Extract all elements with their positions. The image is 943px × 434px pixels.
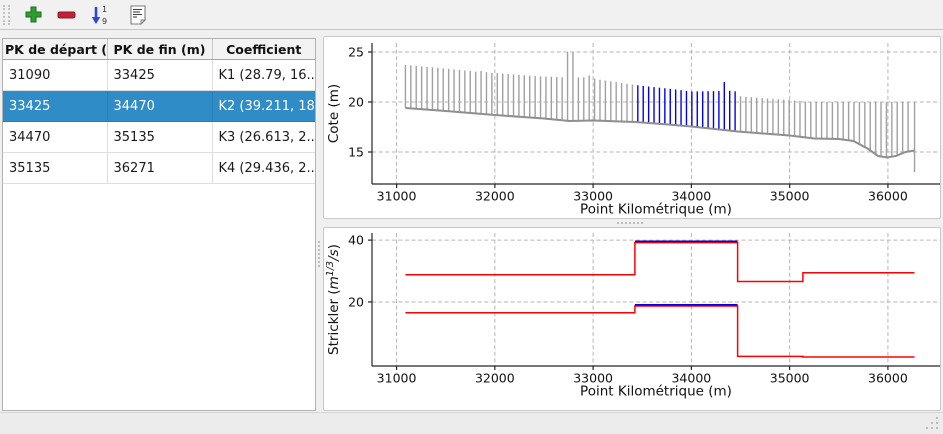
cell-pk-start[interactable]: 34470 <box>3 121 108 153</box>
svg-text:32000: 32000 <box>475 189 515 204</box>
column-header-coefficient[interactable]: Coefficient <box>212 39 315 60</box>
cell-coefficient[interactable]: K2 (39.211, 18... <box>212 90 315 122</box>
cell-coefficient[interactable]: K4 (29.436, 2.... <box>212 152 315 184</box>
svg-text:35000: 35000 <box>770 371 810 386</box>
table-row[interactable]: 31090 33425 K1 (28.79, 16.... <box>3 59 315 91</box>
cell-coefficient[interactable]: K1 (28.79, 16.... <box>212 59 315 91</box>
cell-coefficient[interactable]: K3 (26.613, 2.... <box>212 121 315 153</box>
sort-button[interactable]: 1 9 <box>86 2 113 28</box>
svg-text:33000: 33000 <box>573 371 613 386</box>
strickler-chart-canvas[interactable]: 31000 32000 33000 34000 35000 36000 20 40 Point … <box>324 228 940 410</box>
svg-text:35000: 35000 <box>770 189 810 204</box>
svg-text:34000: 34000 <box>671 189 711 204</box>
vertical-splitter[interactable] <box>316 31 323 412</box>
svg-text:36000: 36000 <box>868 189 908 204</box>
svg-text:Strickler (m1/3/s): Strickler (m1/3/s) <box>325 244 342 355</box>
cell-pk-start[interactable]: 35135 <box>3 152 108 184</box>
cote-chart-frame: 31000 32000 33000 34000 35000 36000 15 20 25 Poin… <box>323 36 941 219</box>
column-header-pk-start[interactable]: PK de départ (m) <box>3 39 108 60</box>
cell-pk-end[interactable]: 34470 <box>107 90 213 122</box>
add-button[interactable] <box>20 2 47 28</box>
svg-text:31000: 31000 <box>377 189 417 204</box>
cell-pk-end[interactable]: 36271 <box>107 152 213 184</box>
cell-pk-start[interactable]: 33425 <box>3 90 108 122</box>
strickler-chart-frame: 31000 32000 33000 34000 35000 36000 20 40 Point … <box>323 227 941 411</box>
svg-text:20: 20 <box>348 294 364 309</box>
svg-text:Cote (m): Cote (m) <box>326 84 342 143</box>
horizontal-splitter[interactable] <box>323 220 941 227</box>
table-row[interactable]: 34470 35135 K3 (26.613, 2.... <box>3 121 315 153</box>
cell-pk-start[interactable]: 31090 <box>3 59 108 91</box>
remove-button[interactable] <box>53 2 80 28</box>
svg-text:15: 15 <box>348 145 364 160</box>
cell-pk-end[interactable]: 33425 <box>107 59 213 91</box>
svg-text:32000: 32000 <box>475 371 515 386</box>
svg-text:34000: 34000 <box>671 371 711 386</box>
toolbar: 1 9 <box>0 0 943 30</box>
report-icon <box>129 4 146 25</box>
svg-text:33000: 33000 <box>573 189 613 204</box>
table-row[interactable]: 35135 36271 K4 (29.436, 2.... <box>3 152 315 184</box>
cote-chart-canvas[interactable]: 31000 32000 33000 34000 35000 36000 15 20 25 Poin… <box>324 37 940 218</box>
svg-text:Point Kilométrique (m): Point Kilométrique (m) <box>580 202 732 218</box>
svg-text:36000: 36000 <box>868 371 908 386</box>
sort-numeric-icon: 1 9 <box>91 5 107 26</box>
report-button[interactable] <box>124 2 151 28</box>
svg-text:40: 40 <box>348 233 364 248</box>
resize-grip-icon[interactable] <box>926 417 939 430</box>
svg-text:Point Kilométrique (m): Point Kilométrique (m) <box>580 384 732 400</box>
table-header-row: PK de départ (m) PK de fin (m) Coefficie… <box>3 39 315 60</box>
svg-text:25: 25 <box>348 45 364 60</box>
coefficients-table-body: 31090 33425 K1 (28.79, 16.... 33425 34470 K2 … <box>3 59 315 184</box>
svg-text:20: 20 <box>348 95 364 110</box>
minus-icon <box>57 11 76 19</box>
status-bar <box>0 412 943 434</box>
coefficients-table[interactable]: PK de départ (m) PK de fin (m) Coefficie… <box>2 38 316 411</box>
toolbar-drag-handle[interactable] <box>3 4 10 25</box>
cell-pk-end[interactable]: 35135 <box>107 121 213 153</box>
sort-hint-bottom: 9 <box>102 17 107 26</box>
sort-hint-top: 1 <box>102 5 107 14</box>
plus-icon <box>25 6 42 23</box>
svg-text:31000: 31000 <box>377 371 417 386</box>
column-header-pk-end[interactable]: PK de fin (m) <box>107 39 213 60</box>
